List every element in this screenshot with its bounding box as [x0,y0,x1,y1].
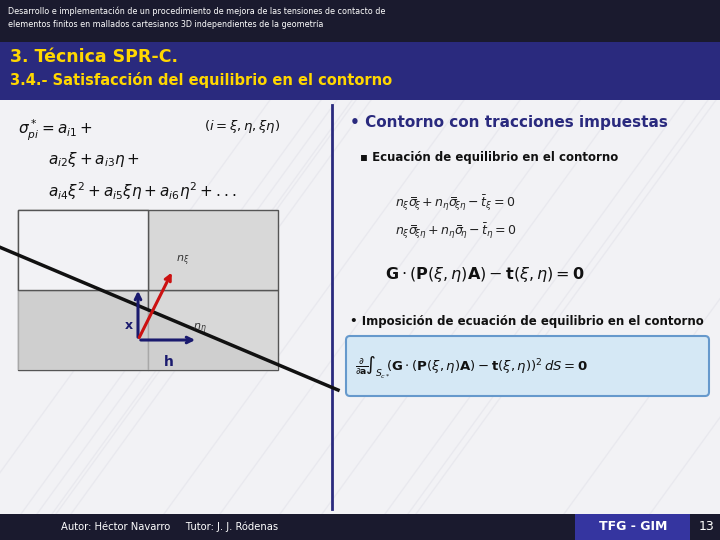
Text: 3. Técnica SPR-C.: 3. Técnica SPR-C. [10,48,178,66]
Bar [0,514,720,540]
Text: • Contorno con tracciones impuestas: • Contorno con tracciones impuestas [350,115,668,130]
Text: $\mathbf{x}$: $\mathbf{x}$ [124,319,134,332]
Text: $\mathbf{G}\cdot(\mathbf{P}(\xi,\eta)\mathbf{A})-\mathbf{t}(\xi,\eta)=\mathbf{0}: $\mathbf{G}\cdot(\mathbf{P}(\xi,\eta)\ma… [385,265,585,284]
Bar [0,100,720,514]
Bar [18,210,148,290]
Text: TFG - GIM: TFG - GIM [599,521,667,534]
Text: 3.4.- Satisfacción del equilibrio en el contorno: 3.4.- Satisfacción del equilibrio en el … [10,72,392,88]
Text: $a_{i4}\xi^2 + a_{i5}\xi\eta + a_{i6}\eta^2 + ...$: $a_{i4}\xi^2 + a_{i5}\xi\eta + a_{i6}\et… [48,180,236,202]
Bar [18,210,148,290]
Bar [148,290,278,370]
Bar [0,0,720,42]
Text: $\mathbf{h}$: $\mathbf{h}$ [163,354,174,369]
Text: $a_{i2}\xi + a_{i3}\eta +$: $a_{i2}\xi + a_{i3}\eta +$ [48,150,140,169]
Bar [148,210,278,290]
Text: • Imposición de ecuación de equilibrio en el contorno: • Imposición de ecuación de equilibrio e… [350,315,703,328]
FancyBboxPatch shape [346,336,709,396]
Text: $n_\xi$: $n_\xi$ [176,254,189,268]
Text: 13: 13 [699,521,715,534]
Bar [575,514,690,540]
Text: $n_\xi\,\overline{\!\sigma\!}_{\xi\eta} + n_\eta\,\overline{\!\sigma\!}_\eta - \: $n_\xi\,\overline{\!\sigma\!}_{\xi\eta} … [395,221,517,240]
Bar [0,42,720,100]
Text: Desarrollo e implementación de un procedimiento de mejora de las tensiones de co: Desarrollo e implementación de un proced… [8,6,385,29]
Text: $n_\xi\,\overline{\!\sigma\!}_\xi + n_\eta\,\overline{\!\sigma\!}_{\xi\eta} - \b: $n_\xi\,\overline{\!\sigma\!}_\xi + n_\e… [395,193,516,213]
Polygon shape [18,255,278,370]
Text: $(i = \xi, \eta, \xi\eta)$: $(i = \xi, \eta, \xi\eta)$ [204,118,280,135]
Text: $\sigma^*_{pi} = a_{i1} +$: $\sigma^*_{pi} = a_{i1} +$ [18,118,93,143]
Text: ▪ Ecuación de equilibrio en el contorno: ▪ Ecuación de equilibrio en el contorno [360,151,618,164]
Bar [18,290,148,370]
Text: $n_\eta$: $n_\eta$ [193,322,207,336]
Text: Autor: Héctor Navarro     Tutor: J. J. Ródenas: Autor: Héctor Navarro Tutor: J. J. Róden… [61,522,279,532]
Text: $\frac{\partial}{\partial\mathbf{a}}\!\int_{S_{c*}}\!\!(\mathbf{G}\cdot(\mathbf{: $\frac{\partial}{\partial\mathbf{a}}\!\i… [355,355,588,381]
